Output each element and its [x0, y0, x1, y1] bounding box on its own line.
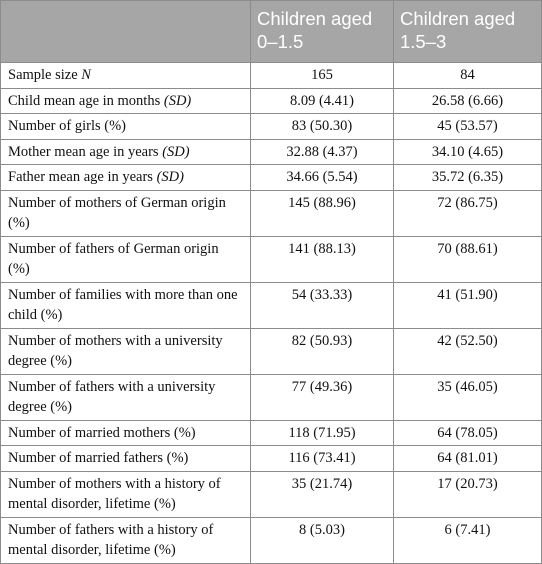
- value-cell: 54 (33.33): [250, 281, 394, 329]
- row-label: Number of mothers with a history of ment…: [0, 470, 251, 518]
- table-body: Sample size N 165 84 Child mean age in mont…: [0, 62, 542, 564]
- label-italic: (SD): [156, 169, 184, 185]
- label-text: Number of families with more than one ch…: [8, 286, 238, 324]
- row-label: Number of fathers with a history of ment…: [0, 516, 251, 564]
- row-label: Number of mothers with a university degr…: [0, 327, 251, 375]
- row-label: Number of fathers with a university degr…: [0, 373, 251, 421]
- table-row: Number of fathers with a university degr…: [0, 373, 542, 421]
- table-row: Number of married fathers (%) 116 (73.41)…: [0, 445, 542, 472]
- value-cell: 26.58 (6.66): [393, 87, 542, 114]
- value-cell: 6 (7.41): [393, 516, 542, 564]
- value-cell: 116 (73.41): [250, 445, 394, 472]
- value-cell: 17 (20.73): [393, 470, 542, 518]
- value-cell: 118 (71.95): [250, 419, 394, 446]
- table-row: Number of fathers with a history of ment…: [0, 516, 542, 564]
- table-row: Number of mothers with a university degr…: [0, 327, 542, 375]
- label-text: Number of married mothers (%): [8, 424, 196, 441]
- label-text: Number of fathers of German origin (%): [8, 240, 219, 278]
- label-text: Number of girls (%): [8, 118, 126, 134]
- value-cell: 70 (88.61): [393, 235, 542, 283]
- value-cell: 84: [393, 62, 542, 89]
- table-row: Number of mothers with a history of ment…: [0, 470, 542, 518]
- row-label: Number of fathers of German origin (%): [0, 235, 251, 283]
- table-row: Number of girls (%) 83 (50.30) 45 (53.57): [0, 113, 542, 140]
- row-label: Number of girls (%): [0, 113, 251, 140]
- value-cell: 145 (88.96): [250, 189, 394, 237]
- table-row: Number of fathers of German origin (%) 14…: [0, 235, 542, 283]
- label-text: Number of mothers of German origin (%): [8, 194, 226, 232]
- label-text: Number of mothers with a university degr…: [8, 332, 223, 370]
- row-label: Father mean age in years (SD): [0, 164, 251, 191]
- value-cell: 82 (50.93): [250, 327, 394, 375]
- value-cell: 41 (51.90): [393, 281, 542, 329]
- label-text: Child mean age in months: [8, 92, 164, 109]
- row-label: Sample size N: [0, 62, 251, 89]
- table-row: Number of families with more than one ch…: [0, 281, 542, 329]
- row-label: Mother mean age in years (SD): [0, 138, 251, 165]
- value-cell: 77 (49.36): [250, 373, 394, 421]
- row-label: Number of married fathers (%): [0, 445, 251, 472]
- label-italic: (SD): [163, 92, 192, 109]
- row-label: Number of families with more than one ch…: [0, 281, 251, 329]
- value-cell: 45 (53.57): [393, 113, 542, 140]
- label-text: Mother mean age in years: [8, 143, 163, 160]
- value-cell: 165: [250, 62, 394, 89]
- value-cell: 8.09 (4.41): [250, 87, 394, 114]
- header-cell: Children aged 1.5–3: [393, 0, 542, 63]
- value-cell: 32.88 (4.37): [250, 138, 394, 165]
- value-cell: 8 (5.03): [250, 516, 394, 564]
- label-text: Number of fathers with a university degr…: [8, 378, 216, 416]
- label-text: Number of mothers with a history of ment…: [8, 475, 221, 513]
- label-text: Number of fathers with a history of ment…: [8, 521, 214, 559]
- row-label: Number of married mothers (%): [0, 419, 251, 446]
- table-row: Child mean age in months (SD) 8.09 (4.41)…: [0, 87, 542, 114]
- value-cell: 64 (78.05): [393, 419, 542, 446]
- label-text: Sample size: [8, 67, 82, 83]
- label-text: Father mean age in years: [8, 169, 157, 185]
- value-cell: 34.10 (4.65): [393, 138, 542, 165]
- header-cell: [0, 0, 251, 63]
- value-cell: 83 (50.30): [250, 113, 394, 140]
- value-cell: 35.72 (6.35): [393, 164, 542, 191]
- value-cell: 34.66 (5.54): [250, 164, 394, 191]
- value-cell: 64 (81.01): [393, 445, 542, 472]
- table-row: Mother mean age in years (SD) 32.88 (4.37…: [0, 138, 542, 165]
- value-cell: 141 (88.13): [250, 235, 394, 283]
- value-cell: 35 (21.74): [250, 470, 394, 518]
- header-cell: Children aged 0–1.5: [250, 0, 394, 63]
- header-row: Children aged 0–1.5 Children aged 1.5–3: [0, 0, 542, 63]
- row-label: Number of mothers of German origin (%): [0, 189, 251, 237]
- table-row: Number of married mothers (%) 118 (71.95)…: [0, 419, 542, 446]
- label-italic: N: [81, 67, 91, 83]
- value-cell: 72 (86.75): [393, 189, 542, 237]
- row-label: Child mean age in months (SD): [0, 87, 251, 114]
- value-cell: 35 (46.05): [393, 373, 542, 421]
- table-row: Father mean age in years (SD) 34.66 (5.54…: [0, 164, 542, 191]
- label-italic: (SD): [162, 143, 190, 160]
- table-row: Number of mothers of German origin (%) 14…: [0, 189, 542, 237]
- label-text: Number of married fathers (%): [8, 450, 189, 466]
- table-row: Sample size N 165 84: [0, 62, 542, 89]
- value-cell: 42 (52.50): [393, 327, 542, 375]
